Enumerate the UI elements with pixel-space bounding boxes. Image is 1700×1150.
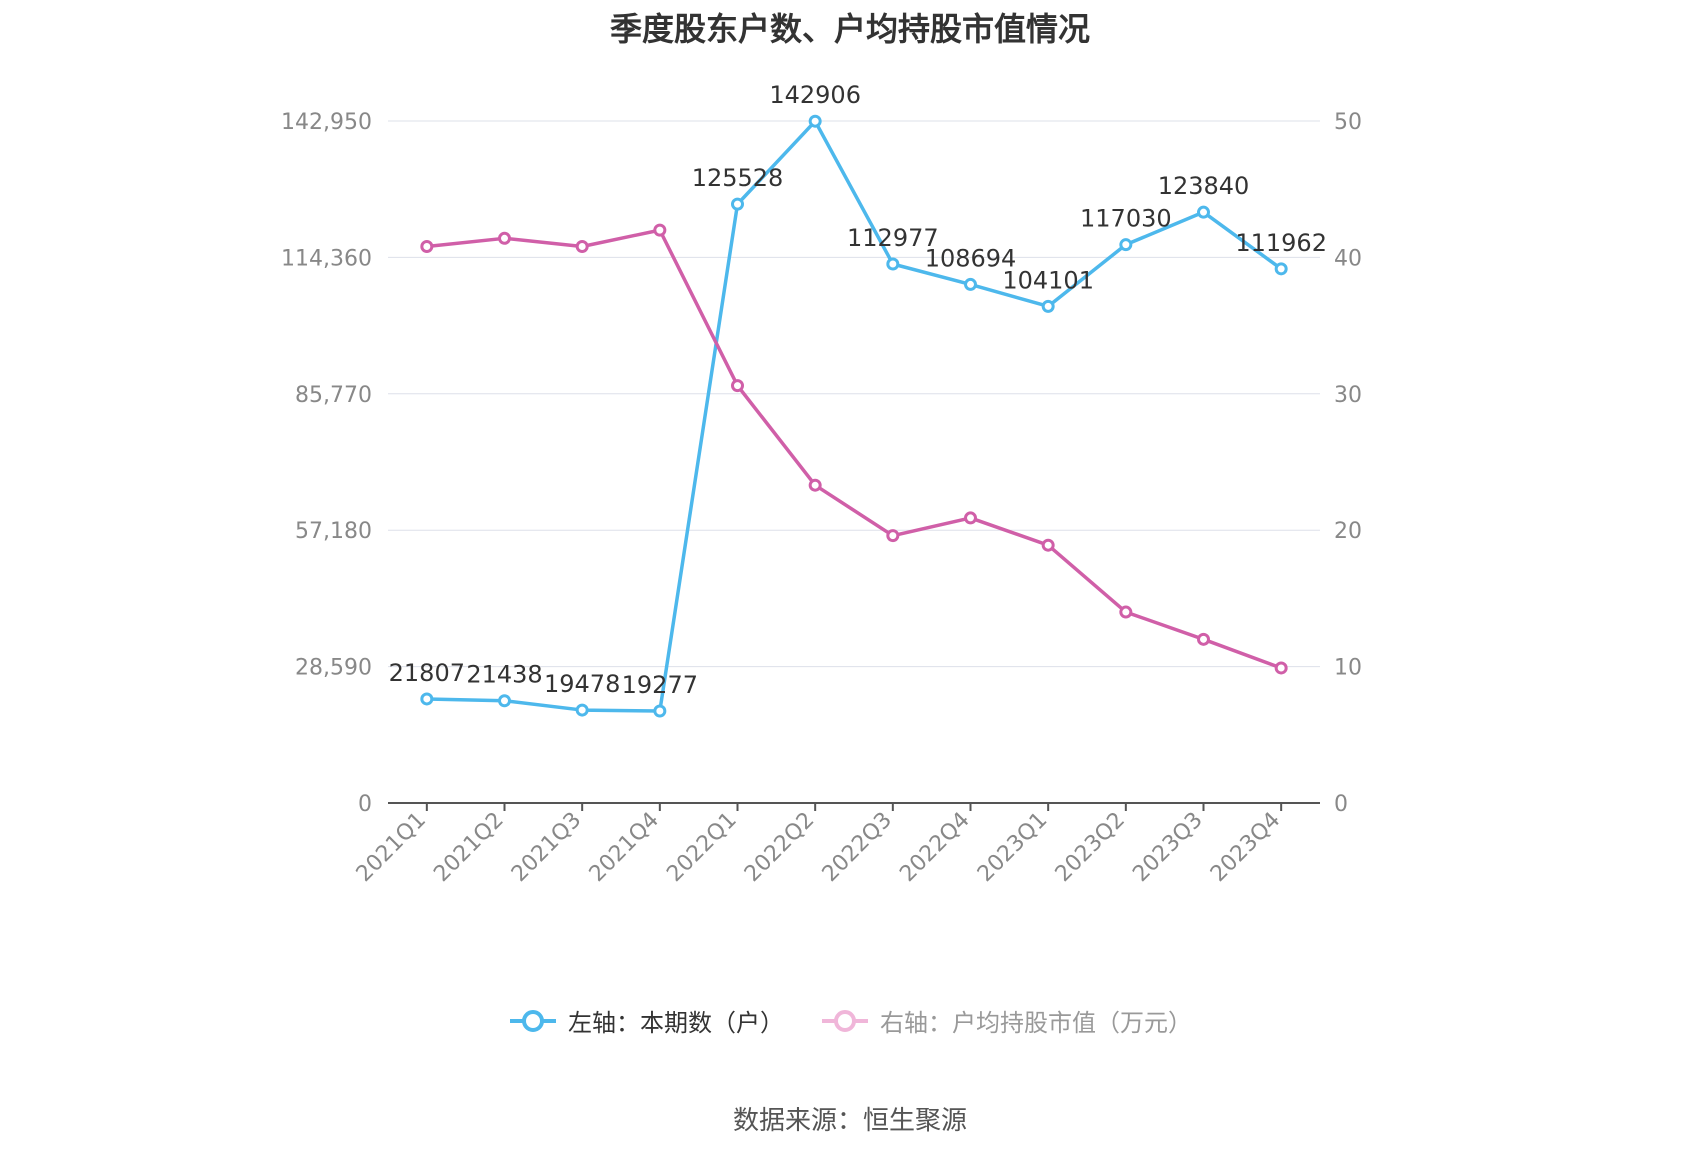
- y-left-tick-label: 142,950: [281, 110, 372, 135]
- legend-item-left-series[interactable]: 左轴：本期数（户）: [508, 1003, 784, 1038]
- right-series-line: [426, 228, 1282, 670]
- x-tick-label: 2022Q1: [662, 808, 741, 887]
- x-tick-label: 2021Q4: [585, 808, 664, 887]
- right-series-point: [420, 239, 434, 253]
- data-label: 21438: [466, 661, 542, 689]
- right-series-point: [653, 223, 667, 237]
- y-right-tick-label: 20: [1334, 519, 1362, 544]
- y-left-tick-label: 114,360: [281, 246, 372, 271]
- data-label: 104101: [1002, 266, 1094, 294]
- left-series-point: [886, 257, 900, 271]
- legend-left-series-label: 左轴：本期数（户）: [568, 1009, 784, 1037]
- chart-title: 季度股东户数、户均持股市值情况: [609, 10, 1090, 48]
- data-label: 21807: [389, 659, 465, 687]
- data-label: 111962: [1235, 229, 1327, 257]
- right-series-point: [731, 379, 744, 393]
- left-series-point: [1119, 238, 1133, 252]
- data-label: 123840: [1158, 172, 1250, 200]
- data-label: 112977: [847, 224, 939, 252]
- data-source: 数据来源：恒生聚源: [732, 1106, 967, 1136]
- y-left-tick-label: 28,590: [295, 656, 372, 681]
- y-left-tick-label: 0: [358, 792, 372, 817]
- x-tick-label: 2021Q2: [429, 808, 508, 887]
- x-tick-label: 2021Q1: [352, 808, 431, 887]
- legend-item-right-series[interactable]: 右轴：户均持股市值（万元）: [820, 1003, 1192, 1038]
- x-tick-label: 2022Q4: [895, 808, 974, 887]
- legend-left-series-icon: [510, 1009, 556, 1032]
- left-series-point: [1197, 205, 1210, 219]
- x-tick-label: 2022Q3: [818, 808, 897, 887]
- y-left-tick-label: 85,770: [295, 383, 372, 408]
- left-series-point: [420, 692, 434, 706]
- y-right-tick-label: 30: [1334, 383, 1362, 408]
- y-right-tick-label: 10: [1334, 656, 1362, 681]
- legend-right-series-icon: [822, 1009, 868, 1032]
- left-series-point: [964, 277, 977, 291]
- data-label: 19478: [544, 670, 620, 698]
- y-right-tick-label: 40: [1334, 246, 1362, 271]
- right-series-point: [1119, 605, 1133, 619]
- data-label: 117030: [1080, 205, 1172, 233]
- data-label: 108694: [925, 244, 1017, 272]
- right-series-point: [1274, 661, 1288, 675]
- left-series-point: [653, 704, 667, 718]
- y-left-tick-label: 57,180: [295, 519, 372, 544]
- x-tick-label: 2023Q1: [973, 808, 1052, 887]
- legend: 左轴：本期数（户） 右轴：户均持股市值（万元）: [0, 1003, 1700, 1038]
- left-series-point: [1274, 262, 1288, 276]
- right-series-point: [808, 478, 822, 492]
- right-series-point: [498, 231, 511, 245]
- y-right-tick-label: 0: [1334, 792, 1348, 817]
- x-tick-label: 2023Q3: [1128, 808, 1207, 887]
- right-series-point: [964, 511, 977, 525]
- right-series-point: [575, 239, 589, 253]
- left-series-point: [731, 197, 744, 211]
- left-series-point: [1041, 299, 1055, 313]
- left-series-point: [498, 694, 511, 708]
- right-series-point: [1197, 632, 1210, 646]
- y-right-tick-label: 50: [1334, 110, 1362, 135]
- left-series-point: [575, 703, 589, 717]
- right-series-point: [886, 529, 900, 543]
- legend-right-series-label: 右轴：户均持股市值（万元）: [880, 1009, 1192, 1037]
- data-label: 142906: [769, 81, 861, 109]
- left-series-line: [426, 119, 1283, 713]
- x-tick-label: 2022Q2: [740, 808, 819, 887]
- left-series-point: [808, 114, 822, 128]
- x-tick-label: 2023Q2: [1051, 808, 1130, 887]
- x-tick-label: 2021Q3: [507, 808, 586, 887]
- x-tick-label: 2023Q4: [1206, 808, 1285, 887]
- data-label: 19277: [622, 671, 698, 699]
- data-label: 125528: [692, 164, 784, 192]
- chart-canvas: 0 0 28,590 10 57,180 20 85,770 30 114,360 40 142,9…: [281, 81, 1362, 887]
- right-series-point: [1041, 538, 1055, 552]
